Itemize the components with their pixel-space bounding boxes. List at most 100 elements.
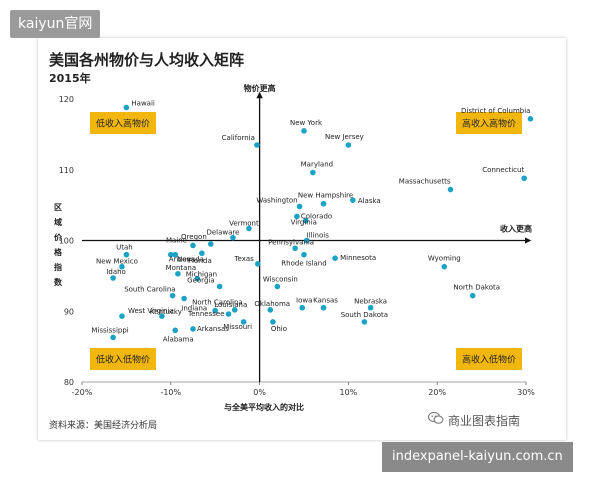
label-montana: Montana [166,264,197,272]
label-ohio: Ohio [271,325,287,333]
point-alabama [172,327,179,334]
label-florida: Florida [188,257,212,265]
quadrant-label: 低收入高物价 [96,118,150,130]
label-arizona: Arizona [169,256,195,264]
wechat-label: 商业图表指南 [448,414,521,428]
label-north-carolina: North Carolina [192,299,243,307]
point-ohio [270,319,276,325]
quadrant-label: 低收入低物价 [96,354,150,366]
label-illinois: Illinois [307,232,330,240]
label-connecticut: Connecticut [482,166,524,174]
label-new-york: New York [290,119,323,127]
point-washington [296,203,303,210]
y-axis-label: 区域价格指数 [54,203,63,287]
point-delaware [230,234,236,241]
point-new-mexico [119,263,125,270]
y-tick-label: 100 [59,237,74,246]
label-maine: Maine [166,236,187,244]
point-south-dakota [361,319,368,325]
source-note: 资料来源：美国经济分析局 [49,421,158,431]
x-tick-label: -10% [160,388,181,397]
label-louisiana: Louisiana [214,301,247,309]
y-tick-label: 90 [64,307,74,316]
label-idaho: Idaho [106,268,126,276]
point-hawaii [123,104,130,111]
label-hawaii: Hawaii [131,99,155,107]
point-montana [175,270,181,277]
quadrant-box [456,348,522,370]
label-wyoming: Wyoming [428,255,461,263]
label-tennessee: Tennessee [187,310,224,318]
point-oregon [207,241,214,247]
point-district-of-columbia [527,116,534,122]
label-missouri: Missouri [223,323,252,331]
point-new-york [301,128,307,134]
point-georgia [216,283,223,290]
label-rhode-island: Rhode Island [281,260,326,268]
point-arkansas [190,326,196,332]
point-idaho [110,275,116,281]
point-rhode-island [301,251,307,258]
x-tick-label: -20% [72,388,93,397]
label-nebraska: Nebraska [354,298,387,306]
label-michigan: Michigan [186,271,217,279]
label-utah: Utah [116,244,133,252]
point-west-virginia [119,313,125,320]
label-kentucky: Kentucky [150,308,182,316]
point-kentucky [159,313,165,320]
label-alabama: Alabama [163,335,194,343]
x-axis-label: 与全美平均收入的对比 [224,402,304,412]
point-north-dakota [469,292,476,299]
label-maryland: Maryland [301,161,333,169]
point-alaska [350,197,356,203]
quadrant-box [90,348,156,370]
chart-title: 美国各州物价与人均收入矩阵 [49,51,245,69]
point-michigan [194,275,201,282]
point-new-jersey [345,142,352,148]
point-new-hampshire [320,200,327,207]
point-wisconsin [274,283,281,290]
point-kansas [320,304,327,311]
quadrant-box [90,112,156,134]
point-tennessee [225,311,232,317]
point-indiana [212,307,218,314]
point-utah [123,251,130,258]
label-west-virginia: West Virginia [128,307,174,315]
watermark-bottom: indexpanel-kaiyun.com.cn [382,442,573,472]
label-arkansas: Arkansas [197,325,229,333]
point-massachusetts [447,186,454,193]
watermark-top: kaiyun官网 [10,10,101,38]
y-tick-label: 80 [64,378,74,387]
x-tick-label: 0% [253,388,266,397]
label-oregon: Oregon [181,233,207,241]
label-oklahoma: Oklahoma [254,300,290,308]
label-new-hampshire: New Hampshire [298,192,353,200]
quadrant-box [456,112,522,134]
point-maine [190,242,196,249]
x-tick-label: 20% [428,388,446,397]
point-pennsylvania [292,245,298,252]
label-texas: Texas [233,255,254,263]
label-district-of-columbia: District of Columbia [461,107,530,115]
point-vermont [246,225,252,232]
quadrant-label: 高收入高物价 [462,118,516,130]
x-tick-label: 10% [340,388,358,397]
wechat-icon [428,411,444,424]
point-mississippi [110,334,116,341]
x-axis-title: 收入更高 [500,224,532,234]
label-south-dakota: South Dakota [341,311,388,319]
point-illinois [303,237,310,244]
x-tick-label: 30% [517,388,535,397]
point-connecticut [521,175,528,182]
label-pennsylvania: Pennsylvania [268,238,314,246]
label-wisconsin: Wisconsin [263,275,298,283]
label-california: California [222,134,255,142]
y-tick-label: 110 [59,166,74,175]
point-maryland [310,169,316,176]
label-colorado: Colorado [301,212,332,220]
point-wyoming [441,263,448,270]
point-missouri [240,319,247,325]
point-colorado [294,213,300,220]
label-new-mexico: New Mexico [96,258,138,266]
